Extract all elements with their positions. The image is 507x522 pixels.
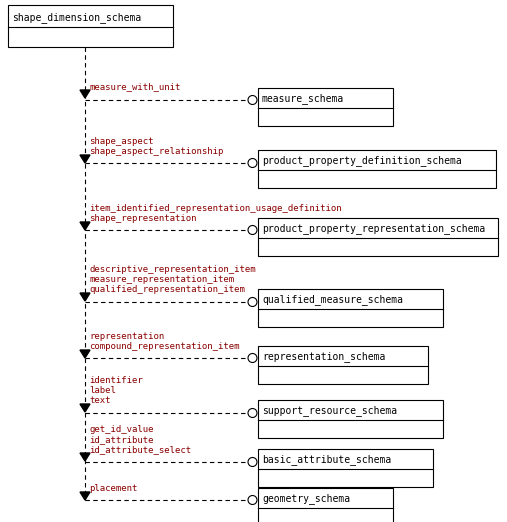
Circle shape (248, 96, 257, 104)
Text: geometry_schema: geometry_schema (262, 493, 350, 504)
Text: support_resource_schema: support_resource_schema (262, 405, 397, 416)
Text: product_property_representation_schema: product_property_representation_schema (262, 223, 485, 234)
Text: item_identified_representation_usage_definition: item_identified_representation_usage_def… (89, 204, 342, 213)
Text: measure_with_unit: measure_with_unit (89, 82, 180, 91)
Text: shape_aspect: shape_aspect (89, 137, 154, 146)
Polygon shape (80, 155, 90, 163)
Circle shape (248, 495, 257, 504)
Text: measure_representation_item: measure_representation_item (89, 275, 234, 284)
Text: product_property_definition_schema: product_property_definition_schema (262, 155, 462, 166)
Bar (258, 346, 428, 384)
Polygon shape (80, 90, 90, 98)
Bar (258, 88, 393, 126)
Polygon shape (80, 404, 90, 412)
Text: shape_aspect_relationship: shape_aspect_relationship (89, 147, 224, 156)
Text: qualified_measure_schema: qualified_measure_schema (262, 294, 403, 305)
Text: id_attribute_select: id_attribute_select (89, 445, 191, 454)
Text: id_attribute: id_attribute (89, 435, 154, 444)
Bar (258, 400, 443, 438)
Text: qualified_representation_item: qualified_representation_item (89, 285, 245, 294)
Text: label: label (89, 386, 116, 395)
Text: identifier: identifier (89, 376, 143, 385)
Text: text: text (89, 396, 111, 405)
Bar (258, 150, 496, 188)
Text: descriptive_representation_item: descriptive_representation_item (89, 265, 256, 274)
Text: representation: representation (89, 332, 164, 341)
Circle shape (248, 159, 257, 168)
Text: compound_representation_item: compound_representation_item (89, 342, 239, 351)
Circle shape (248, 409, 257, 418)
Bar (258, 449, 433, 487)
Circle shape (248, 226, 257, 234)
Text: measure_schema: measure_schema (262, 93, 344, 104)
Polygon shape (80, 350, 90, 358)
Text: placement: placement (89, 484, 137, 493)
Bar (258, 218, 498, 256)
Bar (258, 289, 443, 327)
Bar (258, 488, 393, 522)
Polygon shape (80, 453, 90, 461)
Polygon shape (80, 492, 90, 500)
Text: basic_attribute_schema: basic_attribute_schema (262, 454, 391, 465)
Bar (8, 5, 173, 47)
Text: representation_schema: representation_schema (262, 351, 385, 362)
Polygon shape (80, 293, 90, 301)
Circle shape (248, 298, 257, 306)
Text: get_id_value: get_id_value (89, 425, 154, 434)
Circle shape (248, 353, 257, 362)
Circle shape (248, 457, 257, 467)
Polygon shape (80, 222, 90, 230)
Text: shape_dimension_schema: shape_dimension_schema (12, 12, 141, 23)
Text: shape_representation: shape_representation (89, 214, 197, 223)
